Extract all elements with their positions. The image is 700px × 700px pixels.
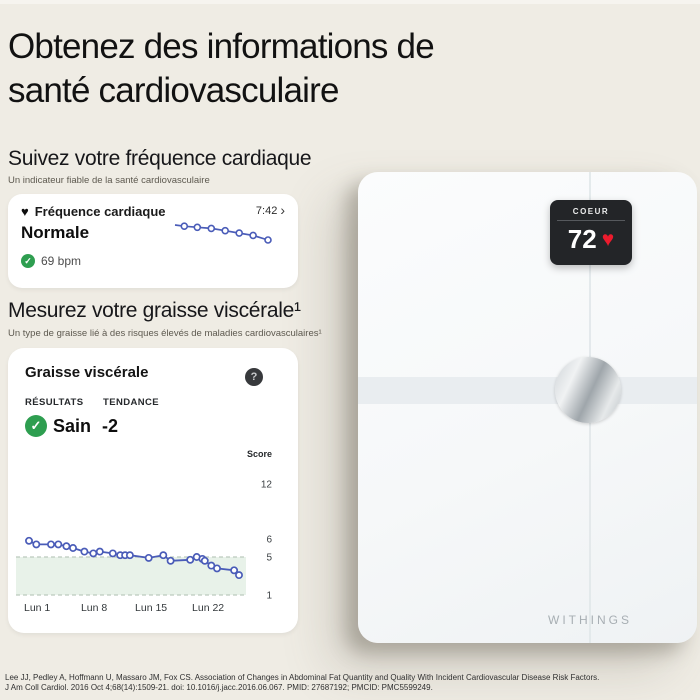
svg-text:Score: Score [247,449,272,459]
help-icon[interactable]: ? [245,368,263,386]
withings-logo: WITHINGS [548,613,632,627]
section-subtitle-heart-rate: Un indicateur fiable de la santé cardiov… [8,175,210,186]
section-subtitle-visceral-fat: Un type de graisse lié à des risques éle… [8,328,322,339]
heart-rate-sparkline [174,222,272,244]
svg-text:12: 12 [261,480,273,491]
visceral-fat-chart: Score 1 5 6 12 Lun 1 Lun 8 Lun 15 Lun 22 [16,449,273,614]
section-title-visceral-fat: Mesurez votre graisse viscérale¹ [8,299,301,322]
heart-rate-bpm: 69 bpm [41,254,82,268]
visceral-fat-card-title: Graisse viscérale [25,364,149,381]
result-value: Sain [53,416,92,436]
scale-display: COEUR 72 ♥ [550,200,632,265]
heart-rate-card-label: Fréquence cardiaque [34,204,166,219]
heart-rate-card[interactable]: ♥ Fréquence cardiaque 7:42 › Normale ✓ 6… [8,194,298,288]
svg-text:5: 5 [266,553,272,564]
svg-text:Lun 8: Lun 8 [81,602,107,614]
svg-text:Lun 22: Lun 22 [192,602,224,614]
citation-footnote: Lee JJ, Pedley A, Hoffmann U, Massaro JM… [5,673,697,692]
svg-text:1: 1 [266,591,272,602]
trend-value: -2 [102,416,119,436]
scale-display-title: COEUR [572,207,610,216]
top-edge-strip [0,0,700,4]
red-heart-icon: ♥ [601,228,615,251]
section-title-heart-rate: Suivez votre fréquence cardiaque [8,147,312,170]
chevron-right-icon: › [280,202,285,218]
heart-rate-status: Normale [21,223,90,242]
citation-line-1: Lee JJ, Pedley A, Hoffmann U, Massaro JM… [5,673,600,682]
smart-scale-photo: COEUR 72 ♥ WITHINGS [358,172,697,643]
check-circle-icon: ✓ [21,254,35,268]
trend-label: TENDANCE [103,397,159,408]
svg-text:6: 6 [266,535,272,546]
page-title: Obtenez des informations de santé cardio… [8,27,435,110]
scale-electrode-band [358,377,697,404]
heart-rate-value: 72 [567,224,597,254]
visceral-fat-card: Graisse viscérale ? RÉSULTATS TENDANCE ✓… [8,348,298,633]
check-circle-icon: ✓ [25,415,47,437]
heart-icon: ♥ [21,204,29,219]
svg-text:Lun 15: Lun 15 [135,602,167,614]
measurement-time: 7:42 [255,205,278,217]
scale-metal-disc [555,357,621,423]
scale-display-divider [557,220,625,221]
results-label: RÉSULTATS [25,397,84,408]
heart-rate-time-link[interactable]: 7:42 › [255,202,285,218]
svg-text:Lun 1: Lun 1 [24,602,50,614]
citation-line-2: J Am Coll Cardiol. 2016 Oct 4;68(14):150… [5,682,433,692]
